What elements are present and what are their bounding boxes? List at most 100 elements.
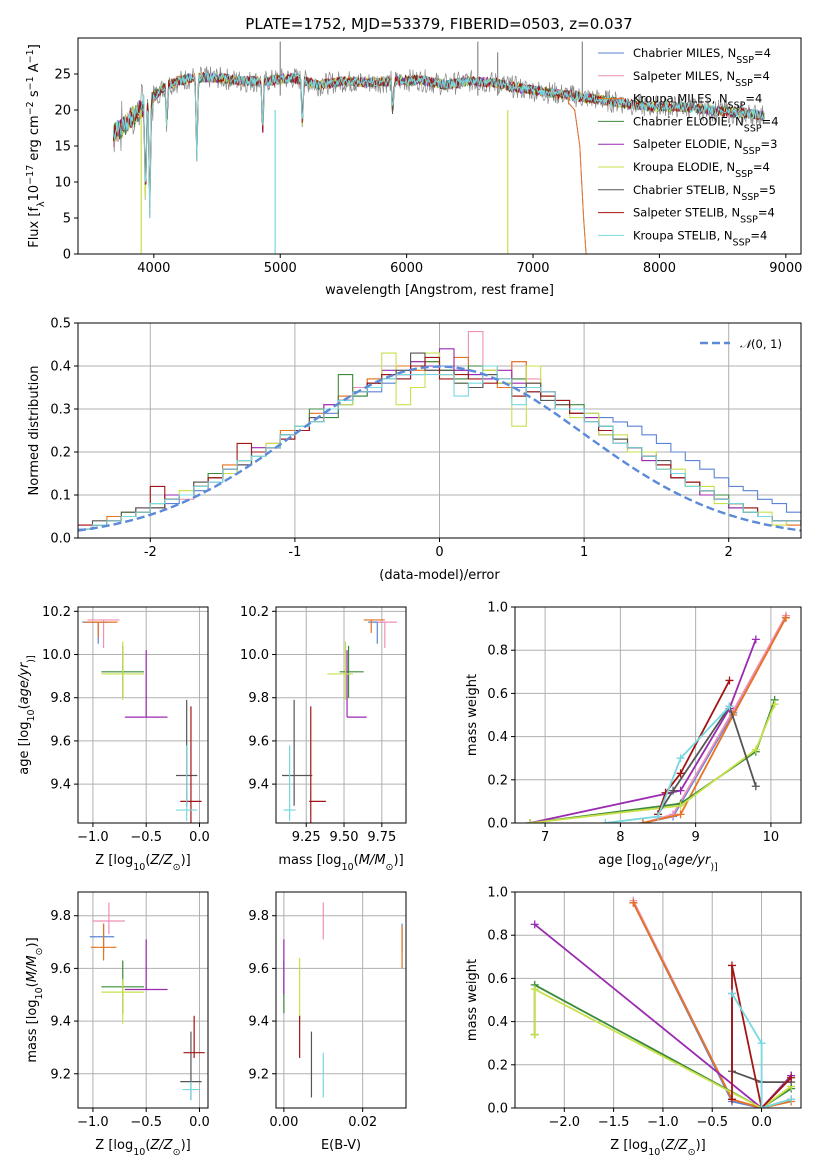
weight-marker (676, 801, 685, 810)
y-axis-label: Flux [fλ10−17 erg cm−2 s−1 A−1] (25, 44, 47, 248)
x-tick-label: 9.75 (367, 830, 396, 845)
plot-area (112, 41, 765, 254)
x-axis-label-part: 10 (133, 1147, 145, 1158)
x-axis-label-part: ( (664, 853, 669, 868)
weight-marker (727, 989, 736, 998)
x-tick-label: −2.0 (549, 1115, 581, 1130)
y-tick-label: 9.6 (248, 734, 269, 749)
weight-marker (770, 700, 779, 709)
y-tick-label: 0.4 (487, 1015, 508, 1030)
x-axis-label-part: M/M (359, 853, 386, 868)
legend-label-part: SSP (736, 55, 754, 66)
y-tick-label: 10.0 (240, 648, 269, 663)
legend-label-part: =4 (745, 92, 762, 106)
plot-area (282, 619, 397, 823)
y-axis-label-group: mass [log10(M/M⊙)] (25, 937, 45, 1062)
y-axis-label-part: )] (25, 937, 40, 947)
figure-title: PLATE=1752, MJD=53379, FIBERID=0503, z=0… (245, 15, 632, 33)
legend-label-part: SSP (735, 77, 753, 88)
x-axis-label-part: ( (145, 853, 150, 868)
legend-label-part: =4 (753, 160, 770, 174)
y-tick-label: 5 (63, 212, 71, 227)
y-tick-label: 9.6 (50, 962, 71, 977)
x-tick-label: 7 (541, 830, 549, 845)
weight-marker (530, 1030, 539, 1039)
y-axis-label-part: −1 (25, 49, 36, 63)
plot-area (526, 611, 790, 823)
weight-marker (727, 961, 736, 970)
x-axis-label: Z [log10(Z/Z⊙)] (610, 1138, 705, 1158)
x-axis-label-part: )] (394, 853, 404, 868)
y-tick-label: 0.2 (50, 446, 71, 461)
x-tick-label: 9 (691, 830, 699, 845)
spectrum-model-line (112, 72, 765, 218)
axes-frame (514, 891, 802, 1109)
weight-line (657, 679, 731, 815)
y-tick-label: 9.4 (50, 778, 71, 793)
y-axis-label-part: 10 (34, 987, 45, 999)
legend-label-part: =4 (754, 46, 771, 60)
legend-label: Salpeter MILES, NSSP=4 (633, 69, 770, 89)
y-tick-label: 9.4 (50, 1015, 71, 1030)
x-axis-label: (data-model)/error (379, 568, 500, 583)
x-axis-label-part: )] (696, 1138, 706, 1153)
weight-marker (781, 613, 790, 622)
weight-marker (725, 702, 734, 711)
spectrum-model-line (113, 72, 587, 254)
plot-area (78, 331, 801, 532)
legend-label-part: Kroupa STELIB, N (633, 228, 733, 242)
y-tick-label: 9.2 (50, 1067, 71, 1082)
y-tick-label: 0.8 (487, 644, 508, 659)
x-axis-label: Z [log10(Z/Z⊙)] (95, 853, 190, 873)
y-axis-label-part: )] (26, 655, 37, 662)
weight-marker (530, 985, 539, 994)
legend-label-part: =4 (750, 228, 767, 242)
axes-frame (514, 606, 802, 824)
spectrum-model-line (112, 72, 587, 254)
hist-series-step (78, 348, 801, 530)
y-axis-label: mass [log10(M/M⊙)] (25, 937, 45, 1062)
plot-area (89, 902, 205, 1101)
y-axis-label-part: s (27, 90, 42, 101)
weight-line (529, 699, 776, 823)
y-tick-label: 0.1 (50, 489, 71, 504)
x-axis-label: mass [log10(M/M⊙)] (278, 853, 403, 873)
weight-marker (787, 1073, 796, 1082)
weight-marker (751, 745, 760, 754)
legend-label-part: Salpeter STELIB, N (633, 206, 740, 220)
y-axis-label-part: mass [log (25, 999, 40, 1062)
y-tick-label: 9.8 (248, 691, 269, 706)
x-axis-label-part: ⊙ (386, 862, 394, 873)
legend-label: Kroupa MILES, NSSP=4 (633, 92, 762, 112)
x-tick-label: 0.0 (189, 830, 210, 845)
axes-frame (77, 37, 802, 255)
legend-label: 𝒩(0, 1) (740, 337, 782, 351)
legend-label-part: SSP (744, 123, 762, 134)
weight-marker (751, 635, 760, 644)
x-axis-label-part: Z/Z (664, 1138, 688, 1153)
y-tick-label: 0.8 (487, 929, 508, 944)
x-axis-label-part: 10 (133, 862, 145, 873)
y-axis-label-part: −2 (25, 101, 36, 115)
x-axis-label-part: Z [log (95, 853, 133, 868)
axes-frame (77, 606, 209, 824)
spectrum-model-line (112, 72, 587, 254)
weight-line (529, 703, 776, 823)
weight-marker (727, 1095, 736, 1104)
y-axis-label-part: M/M (25, 955, 40, 982)
y-tick-label: 9.8 (50, 909, 71, 924)
y-tick-label: 9.4 (248, 778, 269, 793)
weight-line (534, 923, 792, 1108)
legend-label-part: Chabrier ELODIE, N (633, 114, 744, 128)
y-tick-label: 9.6 (50, 734, 71, 749)
legend-label: Chabrier STELIB, NSSP=5 (633, 183, 776, 203)
y-tick-label: 0.3 (50, 403, 71, 418)
weight-marker (757, 1039, 766, 1048)
legend-label-part: SSP (733, 237, 751, 248)
y-tick-label: 0.0 (50, 532, 71, 547)
legend-label-part: SSP (741, 191, 759, 202)
axes-frame (275, 606, 407, 824)
y-tick-label: 10.2 (42, 605, 71, 620)
x-tick-label: −0.5 (130, 1115, 162, 1130)
